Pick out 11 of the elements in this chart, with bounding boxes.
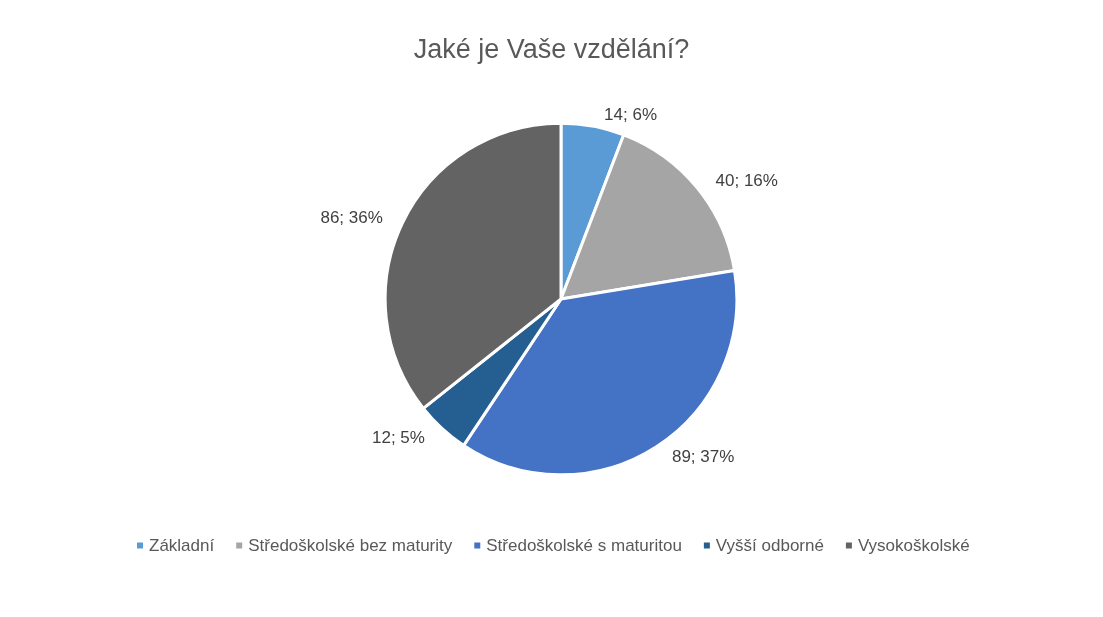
legend-label: Vyšší odborné [715, 536, 824, 555]
data-label: 12; 5% [371, 427, 425, 447]
legend-label: Středoškolské bez maturity [248, 536, 453, 555]
data-label: 40; 16% [715, 170, 778, 190]
data-label: 89; 37% [671, 447, 735, 467]
data-label: 14; 6% [604, 104, 658, 124]
data-label: 86; 36% [320, 207, 383, 227]
legend-label: Vysokoškolské [857, 536, 970, 555]
chart-title: Jaké je Vaše vzdělání? [413, 33, 690, 64]
legend-label: Středoškolské s maturitou [486, 536, 682, 555]
legend-label: Základní [149, 536, 215, 555]
